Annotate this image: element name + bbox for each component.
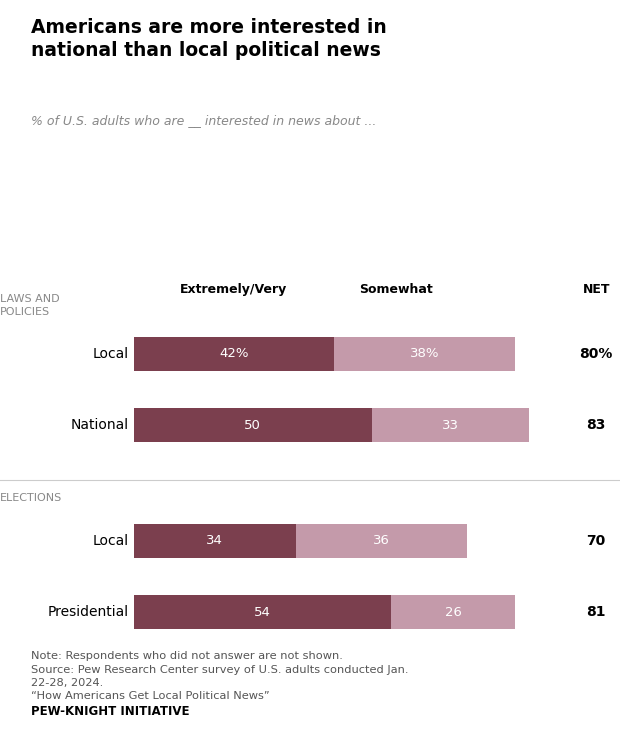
Text: 83: 83 [587, 418, 606, 432]
Text: ELECTIONS: ELECTIONS [0, 494, 62, 503]
Text: Americans are more interested in
national than local political news: Americans are more interested in nationa… [31, 18, 387, 60]
Bar [372, 408, 529, 442]
Text: 80%: 80% [580, 347, 613, 361]
Text: 50: 50 [244, 419, 261, 432]
Text: Local: Local [92, 347, 129, 361]
Text: 54: 54 [254, 606, 271, 618]
Text: Local: Local [92, 534, 129, 548]
Text: 38%: 38% [410, 347, 439, 361]
Text: 81: 81 [587, 605, 606, 619]
Bar [133, 408, 372, 442]
Text: Extremely/Very: Extremely/Very [180, 283, 287, 296]
Text: LAWS AND
POLICIES: LAWS AND POLICIES [0, 294, 60, 316]
Bar [296, 524, 467, 558]
Text: % of U.S. adults who are __ interested in news about ...: % of U.S. adults who are __ interested i… [31, 114, 376, 127]
Text: Note: Respondents who did not answer are not shown.
Source: Pew Research Center : Note: Respondents who did not answer are… [31, 651, 409, 701]
Text: National: National [71, 418, 129, 432]
Text: Somewhat: Somewhat [359, 283, 433, 296]
Text: 70: 70 [587, 534, 606, 548]
Bar [391, 595, 515, 629]
Bar [133, 524, 296, 558]
Text: NET: NET [582, 283, 610, 296]
Text: PEW-KNIGHT INITIATIVE: PEW-KNIGHT INITIATIVE [31, 704, 190, 718]
Text: 34: 34 [206, 534, 223, 548]
Bar [133, 595, 391, 629]
Text: 26: 26 [445, 606, 461, 618]
Text: 42%: 42% [219, 347, 249, 361]
Text: 33: 33 [442, 419, 459, 432]
Bar [133, 337, 334, 371]
Text: Presidential: Presidential [48, 605, 129, 619]
Text: 36: 36 [373, 534, 390, 548]
Bar [334, 337, 515, 371]
